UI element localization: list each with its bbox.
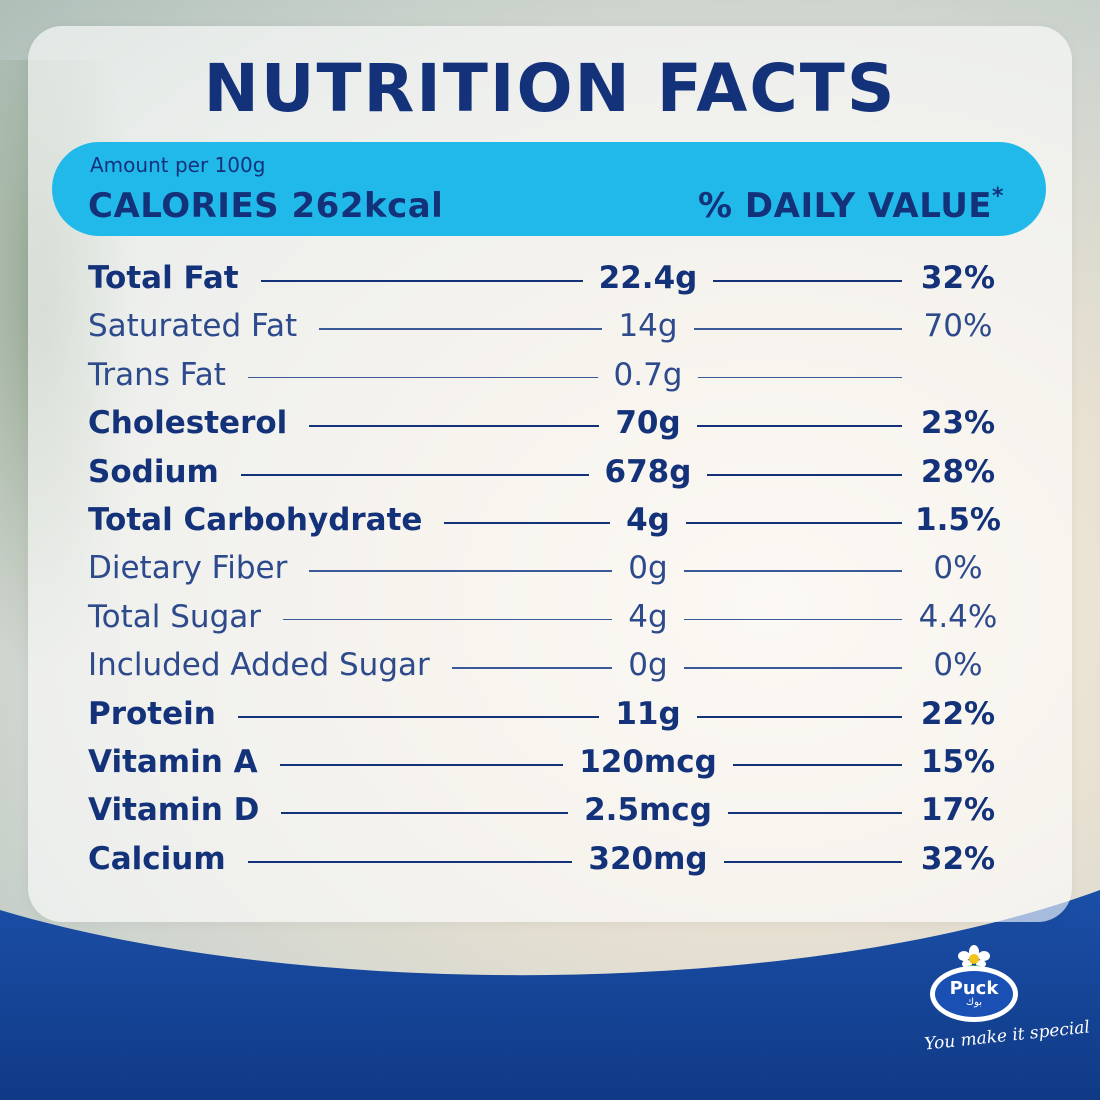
brand-name-arabic: بوك	[965, 997, 983, 1008]
nutrient-row: Trans Fat 0.7g	[0, 357, 1100, 397]
nutrient-row: Included Added Sugar 0g 0%	[0, 647, 1100, 687]
nutrient-amount: 2.5mcg	[584, 792, 712, 829]
leader-line	[309, 425, 600, 428]
nutrient-daily-value: 17%	[920, 792, 996, 829]
nutrient-amount: 0g	[628, 550, 668, 587]
leader-line	[727, 812, 902, 815]
nutrient-daily-value: 1.5%	[915, 502, 1001, 538]
leader-line	[713, 280, 902, 282]
nutrient-row: Vitamin A 120mcg 15%	[0, 744, 1100, 784]
nutrient-row: Sodium 678g 28%	[0, 454, 1100, 494]
nutrient-label: Total Sugar	[88, 598, 261, 635]
nutrient-label: Trans Fat	[88, 356, 226, 393]
nutrient-label: Sodium	[88, 453, 219, 490]
leader-line	[247, 860, 573, 863]
leader-line	[444, 522, 611, 524]
nutrient-amount: 14g	[618, 308, 678, 345]
nutrient-amount: 22.4g	[598, 260, 698, 296]
header-bar	[52, 142, 1046, 236]
nutrient-row: Calcium 320mg 32%	[0, 841, 1100, 881]
leader-line	[696, 715, 902, 718]
nutrient-amount: 11g	[615, 695, 681, 732]
daily-value-heading: % DAILY VALUE*	[698, 184, 1005, 226]
leader-line	[283, 618, 613, 621]
leader-line	[279, 764, 564, 766]
logo-oval: Puck بوك	[930, 966, 1018, 1022]
nutrient-daily-value: 0%	[933, 647, 983, 684]
leader-line	[281, 812, 569, 815]
leader-line	[698, 376, 902, 379]
nutrient-label: Calcium	[88, 840, 226, 877]
nutrient-daily-value: 22%	[920, 695, 996, 732]
nutrient-label: Protein	[88, 695, 216, 732]
nutrient-row: Saturated Fat 14g 70%	[0, 308, 1100, 348]
leader-line	[683, 618, 902, 621]
daily-value-asterisk: *	[992, 184, 1005, 209]
nutrient-daily-value: 15%	[920, 744, 996, 780]
leader-line	[683, 667, 902, 669]
brand-name: Puck	[949, 978, 999, 999]
nutrient-daily-value: 32%	[920, 840, 996, 877]
nutrient-label: Cholesterol	[88, 405, 288, 442]
nutrient-daily-value: 4.4%	[918, 598, 998, 635]
nutrient-row: Total Sugar 4g 4.4%	[0, 599, 1100, 639]
leader-line	[723, 860, 902, 863]
leader-line	[693, 328, 902, 330]
nutrient-label: Total Fat	[88, 260, 239, 296]
brand-logo: Puck بوك You make it special	[918, 944, 1091, 1074]
nutrient-amount: 678g	[604, 453, 692, 490]
leader-line	[240, 473, 589, 476]
leader-line	[260, 280, 583, 282]
calories: CALORIES 262kcal	[88, 186, 444, 226]
amount-per: Amount per 100g	[90, 153, 266, 177]
daily-value-label: % DAILY VALUE	[698, 186, 993, 226]
nutrient-label: Total Carbohydrate	[88, 502, 423, 538]
nutrient-amount: 0.7g	[613, 356, 683, 393]
leader-line	[696, 425, 902, 428]
nutrient-row: Cholesterol 70g 23%	[0, 405, 1100, 445]
leader-line	[685, 522, 902, 524]
nutrient-daily-value: 70%	[923, 308, 993, 345]
nutrient-row: Total Carbohydrate 4g 1.5%	[0, 502, 1100, 542]
leader-line	[732, 764, 902, 766]
nutrient-daily-value: 28%	[920, 453, 996, 490]
nutrient-daily-value: 23%	[920, 405, 996, 442]
nutrient-label: Vitamin D	[88, 792, 260, 829]
leader-line	[707, 473, 902, 476]
nutrient-row: Protein 11g 22%	[0, 696, 1100, 736]
nutrient-daily-value: 32%	[920, 260, 996, 296]
nutrient-daily-value: 0%	[933, 550, 983, 587]
nutrient-amount: 320mg	[588, 840, 708, 877]
leader-line	[451, 667, 613, 669]
nutrient-label: Included Added Sugar	[88, 647, 430, 684]
leader-line	[683, 570, 902, 572]
nutrient-row: Dietary Fiber 0g 0%	[0, 550, 1100, 590]
leader-line	[247, 376, 598, 379]
page-title: NUTRITION FACTS	[203, 50, 897, 127]
nutrient-amount: 120mcg	[579, 744, 717, 780]
nutrient-amount: 70g	[615, 405, 681, 442]
brand-tagline: You make it special	[923, 1017, 1091, 1055]
nutrient-amount: 4g	[626, 502, 670, 538]
nutrient-row: Vitamin D 2.5mcg 17%	[0, 792, 1100, 832]
nutrient-row: Total Fat 22.4g 32%	[0, 260, 1100, 300]
nutrient-amount: 4g	[628, 598, 668, 635]
nutrient-label: Vitamin A	[88, 744, 258, 780]
bottom-wave	[0, 890, 1100, 1100]
leader-line	[319, 328, 603, 330]
leader-line	[309, 570, 613, 572]
leader-line	[237, 715, 600, 718]
nutrient-label: Saturated Fat	[88, 308, 298, 345]
nutrient-label: Dietary Fiber	[88, 550, 288, 587]
nutrient-amount: 0g	[628, 647, 668, 684]
